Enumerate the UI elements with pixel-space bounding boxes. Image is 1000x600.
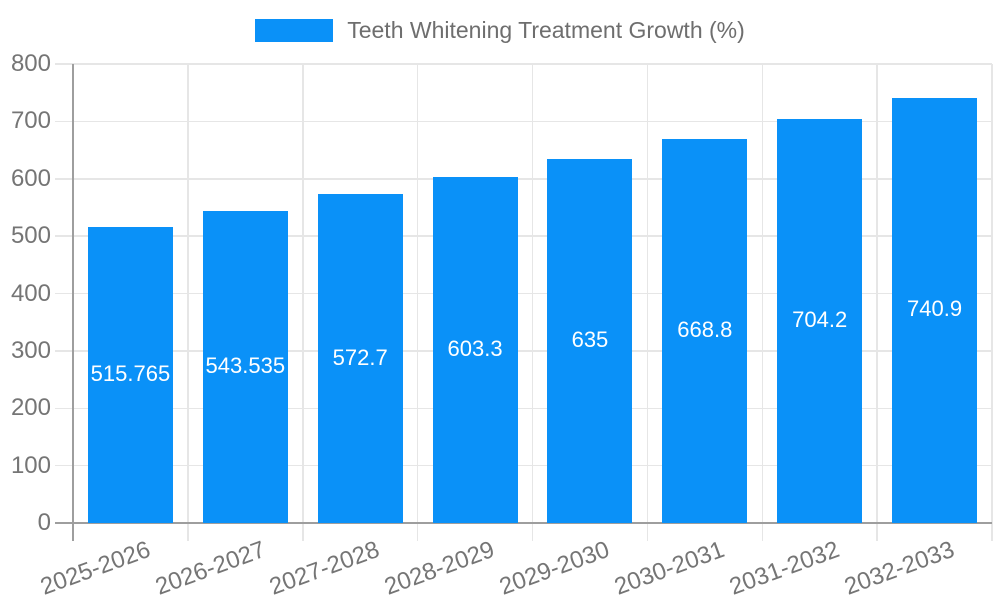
y-axis-tick-label: 300 bbox=[10, 336, 51, 364]
gridline-vertical bbox=[302, 64, 304, 541]
gridline-horizontal bbox=[55, 464, 992, 467]
gridline-vertical bbox=[187, 64, 189, 541]
bar[interactable]: 668.8 bbox=[662, 139, 748, 523]
legend-color-swatch bbox=[255, 19, 334, 42]
gridline-horizontal bbox=[55, 178, 992, 180]
bar-value-label: 603.3 bbox=[447, 335, 503, 361]
x-axis-line bbox=[55, 522, 992, 524]
x-axis-tick-label: 2025-2026 bbox=[36, 536, 154, 600]
y-axis-line bbox=[72, 64, 74, 541]
gridline-horizontal bbox=[55, 235, 992, 237]
bar-value-label: 572.7 bbox=[332, 344, 388, 370]
x-axis-tick-label: 2031-2032 bbox=[725, 536, 843, 600]
x-axis-tick-label: 2029-2030 bbox=[496, 536, 614, 600]
y-axis-tick-label: 200 bbox=[10, 394, 51, 422]
bar[interactable]: 635 bbox=[547, 158, 633, 523]
gridline-vertical bbox=[876, 64, 878, 541]
gridline-horizontal bbox=[55, 407, 992, 409]
legend-label: Teeth Whitening Treatment Growth (%) bbox=[347, 17, 745, 43]
x-axis-tick-label: 2032-2033 bbox=[840, 536, 958, 600]
x-axis-tick-label: 2027-2028 bbox=[266, 536, 384, 600]
bar-value-label: 740.9 bbox=[907, 296, 963, 322]
bar-value-label: 543.535 bbox=[205, 353, 286, 379]
bar[interactable]: 740.9 bbox=[892, 97, 978, 523]
y-axis-tick-label: 800 bbox=[10, 50, 51, 77]
y-axis-tick-label: 600 bbox=[10, 164, 51, 192]
bar-value-label: 515.765 bbox=[90, 361, 171, 387]
bar-value-label: 704.2 bbox=[792, 306, 848, 332]
gridline-horizontal bbox=[55, 350, 992, 352]
bar[interactable]: 515.765 bbox=[87, 227, 173, 523]
gridline-vertical bbox=[416, 64, 419, 541]
x-axis-tick-label: 2026-2027 bbox=[151, 536, 269, 600]
y-axis-tick-label: 400 bbox=[10, 279, 51, 307]
gridline-horizontal bbox=[55, 63, 992, 65]
bar[interactable]: 704.2 bbox=[777, 118, 863, 523]
x-axis-tick-label: 2030-2031 bbox=[610, 536, 729, 600]
legend-item[interactable]: Teeth Whitening Treatment Growth (%) bbox=[0, 17, 1000, 44]
x-axis-tick-label: 2028-2029 bbox=[381, 536, 499, 600]
bar-value-label: 668.8 bbox=[677, 317, 733, 343]
y-axis-tick-label: 0 bbox=[37, 509, 51, 536]
gridline-vertical bbox=[761, 64, 763, 541]
y-axis-tick-label: 700 bbox=[10, 107, 51, 135]
gridline-horizontal bbox=[55, 120, 992, 123]
gridline-vertical bbox=[991, 64, 993, 541]
gridline-horizontal bbox=[55, 292, 992, 295]
bar[interactable]: 543.535 bbox=[202, 211, 288, 523]
bar[interactable]: 603.3 bbox=[432, 176, 518, 523]
gridline-vertical bbox=[531, 64, 534, 541]
bar-value-label: 635 bbox=[571, 326, 609, 352]
y-axis-tick-label: 500 bbox=[10, 222, 51, 250]
gridline-vertical bbox=[646, 64, 649, 541]
bar[interactable]: 572.7 bbox=[317, 194, 403, 523]
y-axis-tick-label: 100 bbox=[10, 451, 51, 479]
